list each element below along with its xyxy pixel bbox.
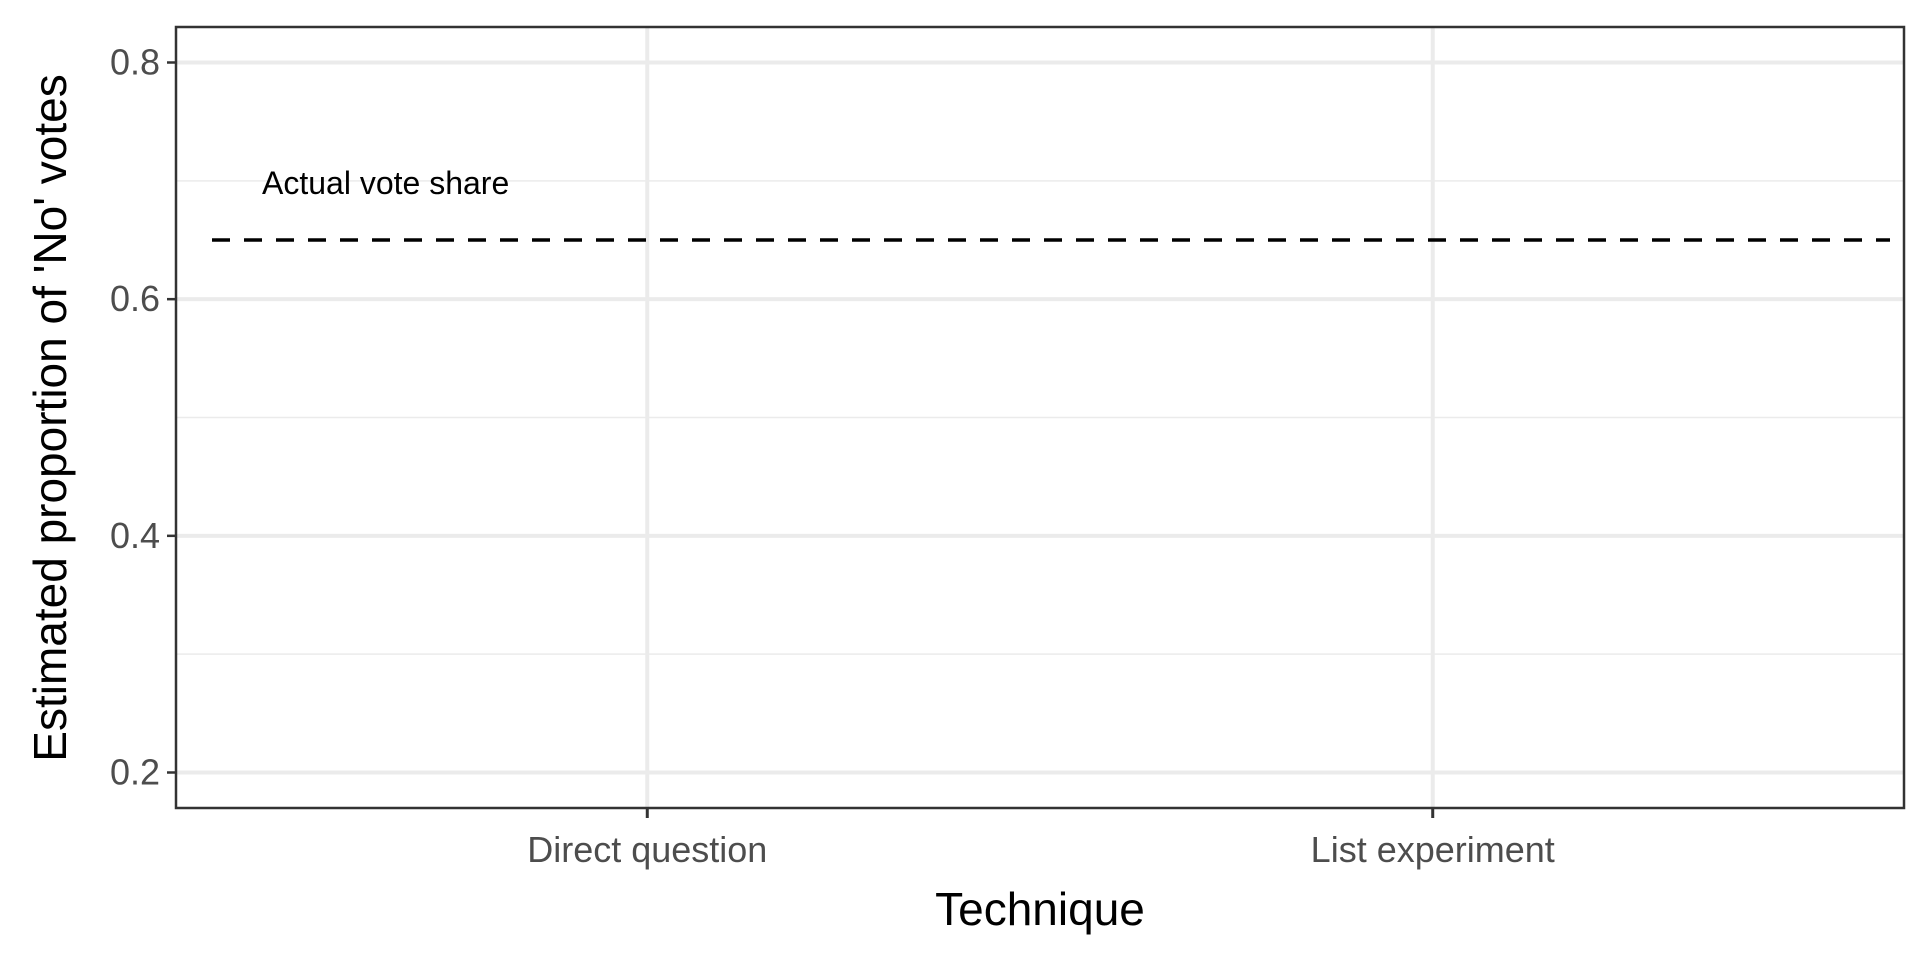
- y-axis-ticks: 0.2 0.4 0.6 0.8: [110, 42, 176, 793]
- reference-line-label: Actual vote share: [262, 165, 509, 201]
- x-tick-label: List experiment: [1311, 829, 1555, 870]
- y-tick-label: 0.8: [110, 42, 160, 83]
- minor-gridlines: [176, 180, 1904, 655]
- y-tick-label: 0.2: [110, 752, 160, 793]
- y-axis-title: Estimated proportion of 'No' votes: [24, 74, 76, 761]
- major-y-gridlines: [176, 60, 1904, 775]
- panel-border: [174, 25, 1906, 810]
- x-tick-label: Direct question: [527, 829, 767, 870]
- y-tick-label: 0.6: [110, 278, 160, 319]
- reference-lines: Actual vote share: [212, 165, 1890, 242]
- major-x-gridlines: [645, 27, 1435, 808]
- x-axis-title: Technique: [935, 883, 1145, 935]
- x-axis-ticks: Direct question List experiment: [527, 808, 1555, 870]
- y-tick-label: 0.4: [110, 515, 160, 556]
